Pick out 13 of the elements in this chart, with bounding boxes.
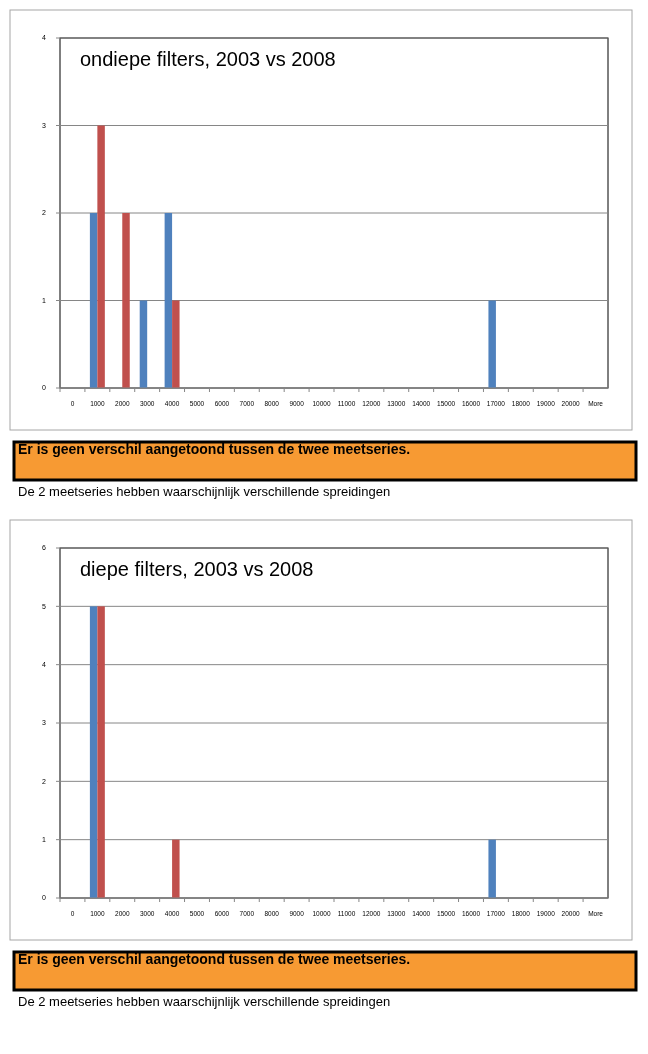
text: Er is geen verschil aangetoond tussen de twee meetseries. (18, 951, 411, 967)
bar (172, 300, 180, 388)
text: diepe filters, 2003 vs 2008 (80, 558, 314, 580)
bar (139, 300, 148, 388)
text: De 2 meetseries hebben waarschijnlijk verschillende spreidingen (18, 994, 391, 1009)
bar (488, 300, 496, 388)
bar (164, 213, 173, 388)
text: De 2 meetseries hebben waarschijnlijk verschillende spreidingen (18, 484, 391, 499)
text: ondiepe filters, 2003 vs 2008 (80, 48, 336, 70)
bar (122, 213, 130, 388)
bar (89, 213, 98, 388)
bar (97, 125, 105, 388)
text: Er is geen verschil aangetoond tussen de twee meetseries. (18, 441, 411, 457)
